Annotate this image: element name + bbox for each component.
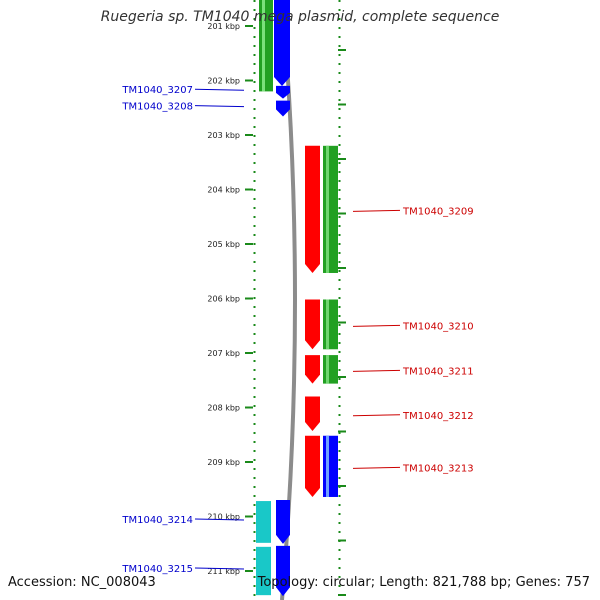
genes-value: 757 <box>565 575 590 590</box>
ruler-tick-label: 202 kbp <box>207 77 240 86</box>
gene-leader-tm1040_3213 <box>352 466 401 469</box>
summary-footer: Topology: circular; Length: 821,788 bp; … <box>257 575 590 590</box>
ruler-tick-label: 208 kbp <box>207 404 240 413</box>
kbp-ruler: 201 kbp 202 kbp 203 kbp 204 kbp 205 kbp 206 k… <box>207 22 346 596</box>
accession-value: NC_008043 <box>80 575 156 590</box>
gene-label-tm1040_3210: TM1040_3210 <box>402 321 474 332</box>
ruler-tick-label: 201 kbp <box>207 22 240 31</box>
gene-label-tm1040_3214: TM1040_3214 <box>121 515 193 526</box>
cog-block-tm1040_3215 <box>256 546 271 596</box>
ruler-tick-label: 211 kbp <box>207 567 240 576</box>
gene-label-tm1040_3213: TM1040_3213 <box>402 463 474 474</box>
cog-highlight-tm1040_3209 <box>326 145 329 273</box>
gene-labels: TM1040_3207 TM1040_3208 TM1040_3214 TM1040_… <box>121 85 473 575</box>
gene-label-tm1040_3212: TM1040_3212 <box>402 411 474 422</box>
cog-block-tm1040_3211 <box>323 355 338 384</box>
cog-block-tm1040_3214 <box>256 501 271 543</box>
gene-leader-tm1040_3211 <box>352 369 401 372</box>
accession-footer: Accession: NC_008043 <box>8 575 156 590</box>
gene-leader-tm1040_3208 <box>194 105 245 108</box>
ruler-tick-label: 205 kbp <box>207 240 240 249</box>
cog-highlight-tm1040_3211 <box>326 355 329 384</box>
ruler-tick-label: 207 kbp <box>207 349 240 358</box>
cog-highlight-tm1040_3213 <box>326 435 329 497</box>
gene-arrow-tm1040_3207 <box>276 85 290 99</box>
ruler-tick-label: 210 kbp <box>207 513 240 522</box>
genes-label: Genes: <box>515 575 562 590</box>
gene-arrow-tm1040_3208 <box>276 100 290 117</box>
length-label: Length: <box>379 575 429 590</box>
gene-leader-tm1040_3210 <box>352 324 401 327</box>
gene-arrow-upstream <box>274 0 290 86</box>
ruler-tick-label: 206 kbp <box>207 295 240 304</box>
cog-color-blocks <box>256 0 338 596</box>
gene-arrow-tm1040_3209 <box>305 145 320 273</box>
cog-block-tm1040_3213 <box>323 435 338 497</box>
gene-leader-tm1040_3207 <box>194 88 245 91</box>
gene-arrow-tm1040_3213 <box>305 435 320 497</box>
gene-leader-tm1040_3215 <box>194 567 245 570</box>
gene-arrows <box>274 0 320 597</box>
gene-label-tm1040_3211: TM1040_3211 <box>402 366 474 377</box>
accession-label: Accession: <box>8 575 77 590</box>
cog-block-tm1040_3209 <box>323 145 338 273</box>
gene-arrow-tm1040_3215 <box>276 545 290 597</box>
gene-label-tm1040_3207: TM1040_3207 <box>121 85 193 96</box>
gene-leader-tm1040_3212 <box>352 414 401 417</box>
ruler-tick-label: 209 kbp <box>207 458 240 467</box>
ruler-tick-label: 204 kbp <box>207 186 240 195</box>
ruler-tick-label: 203 kbp <box>207 131 240 140</box>
gene-label-tm1040_3208: TM1040_3208 <box>121 102 193 113</box>
dotted-tracks <box>253 0 341 600</box>
gene-arrow-tm1040_3214 <box>276 500 290 544</box>
gene-label-tm1040_3209: TM1040_3209 <box>402 206 474 217</box>
topology-label: Topology: <box>257 575 319 590</box>
topology-value: circular <box>322 575 371 590</box>
length-value: 821,788 bp <box>432 575 508 590</box>
gene-arrow-tm1040_3212 <box>305 396 320 432</box>
gene-arrow-tm1040_3211 <box>305 355 320 384</box>
cog-block-tm1040_3210 <box>323 299 338 350</box>
gene-leader-tm1040_3214 <box>194 518 245 521</box>
cog-highlight-upstream <box>262 0 265 92</box>
map-title: Ruegeria sp. TM1040 mega plasmid, comple… <box>100 9 500 25</box>
cog-highlight-tm1040_3210 <box>326 299 329 350</box>
gene-label-tm1040_3215: TM1040_3215 <box>121 564 193 575</box>
gene-arrow-tm1040_3210 <box>305 299 320 350</box>
gene-leader-tm1040_3209 <box>352 209 401 212</box>
